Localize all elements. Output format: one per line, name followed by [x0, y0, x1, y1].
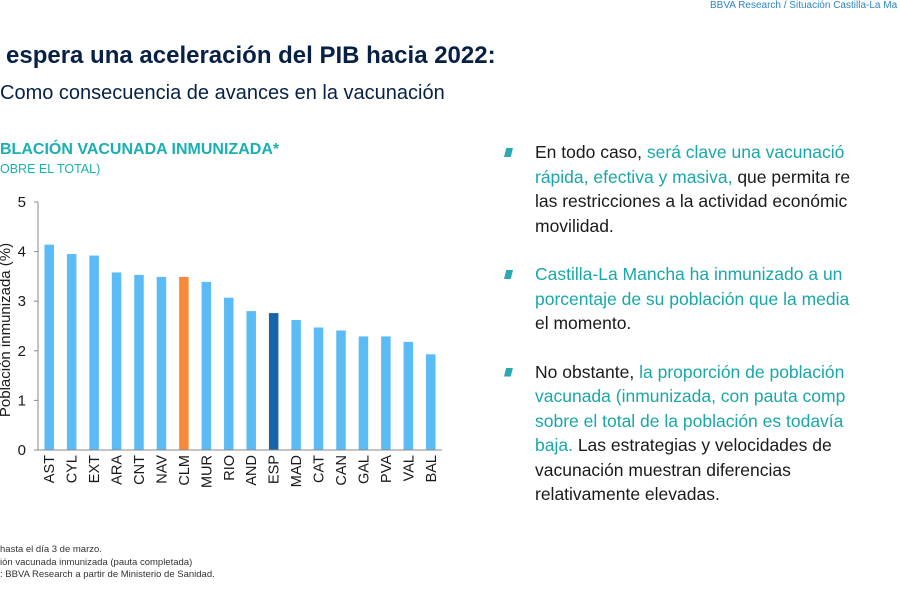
body-text: las restricciones a la actividad económi… [535, 191, 848, 211]
y-axis-label: Población inmunizada (%) [0, 243, 14, 417]
bullet-item: Castilla-La Mancha ha inmunizado a un por… [500, 262, 900, 336]
bar-can [336, 330, 346, 450]
highlighted-text: la proporción de población [639, 361, 845, 382]
highlighted-text: baja. [535, 435, 573, 455]
bullet-line: relativamente elevadas. [535, 482, 900, 507]
note-line: ión vacunada inmunizada (pauta completad… [0, 556, 193, 568]
bullet-line: el momento. [535, 311, 900, 336]
highlighted-text: rápida, efectiva y masiva, [535, 166, 733, 187]
highlighted-text: vacunada (inmunizada, con pauta comp [535, 386, 846, 406]
x-tick-label: ARA [110, 455, 126, 485]
chart-subtitle: OBRE EL TOTAL) [0, 162, 101, 176]
bar-chart: Población inmunizada (%) 0 1 2 3 4 5 AST CYL EX… [0, 194, 442, 488]
y-tick-label: 4 [18, 244, 26, 261]
x-tick-label: GAL [356, 455, 372, 484]
chart-notes: hasta el día 3 de marzo. ión vacunada in… [0, 544, 215, 582]
bar-ext [89, 255, 99, 450]
bullet-item: No obstante, la proporción de población v… [500, 360, 900, 507]
bullet-line: porcentaje de su población que la media [535, 287, 900, 312]
y-tick-label: 2 [18, 343, 26, 360]
bullet-marker-icon [504, 148, 513, 157]
bar-gal [358, 336, 369, 450]
bullet-line: Castilla-La Mancha ha inmunizado a un [535, 262, 900, 287]
bullet-line: las restricciones a la actividad económi… [535, 189, 900, 214]
bullet-list: En todo caso, será clave una vacunació rá… [500, 140, 900, 531]
bullet-line: movilidad. [535, 214, 900, 239]
body-text: Las estrategias y velocidades de [572, 435, 832, 455]
x-axis: AST CYL EXT ARA CNT NAV CLM MUR RIO AND ESP MAD CAT C… [38, 449, 442, 488]
x-tick-label: PVA [379, 455, 395, 483]
slide-subtitle: Como consecuencia de avances en la vacun… [0, 82, 445, 104]
bar-cat [313, 327, 324, 450]
chart-title: BLACIÓN VACUNADA INMUNIZADA* [0, 141, 280, 158]
x-tick-label: CYL [65, 455, 81, 483]
bar-mad [291, 320, 301, 450]
body-text: que permita re [732, 166, 851, 187]
bullet-line: rápida, efectiva y masiva, que permita r… [535, 165, 900, 190]
y-tick-label: 5 [18, 194, 26, 211]
x-tick-label: AST [42, 455, 58, 483]
highlighted-text: será clave una vacunació [646, 142, 845, 162]
x-tick-label: CNT [132, 455, 148, 485]
bullet-marker-icon [504, 367, 513, 377]
y-tick-label: 3 [18, 293, 26, 310]
bar-rio [224, 297, 234, 450]
bar-clm [179, 276, 189, 450]
bar-and [246, 311, 256, 450]
bar-ara [111, 272, 122, 450]
body-text: vacunación muestran diferencias [535, 459, 791, 480]
body-text: movilidad. [535, 215, 614, 236]
note-line: hasta el día 3 de marzo. [0, 544, 102, 555]
bullet-line: baja. Las estrategias y velocidades de [535, 433, 900, 458]
bar-esp [268, 313, 279, 450]
slide-title: espera una aceleración del PIB hacia 202… [6, 42, 496, 69]
bullet-item: En todo caso, será clave una vacunació rá… [500, 140, 900, 238]
x-tick-label: AND [244, 455, 260, 486]
x-tick-label: MAD [289, 455, 305, 487]
bullet-line: No obstante, la proporción de población [535, 360, 900, 385]
y-tick-label: 0 [18, 442, 26, 459]
body-text: relativamente elevadas. [535, 484, 720, 504]
note-source: : BBVA Research a partir de Ministerio d… [0, 569, 215, 580]
bullet-line: sobre el total de la población es todaví… [535, 409, 900, 434]
x-tick-label: VAL [401, 455, 417, 481]
x-tick-label: CLM [177, 455, 193, 486]
header-source: BBVA Research / Situación Castilla-La Ma [710, 0, 898, 11]
highlighted-text: porcentaje de su población que la media [535, 288, 850, 309]
x-tick-label: NAV [154, 455, 170, 484]
x-tick-label: RIO [222, 455, 238, 481]
bullet-line: En todo caso, será clave una vacunació [535, 140, 900, 165]
body-text: el momento. [535, 313, 632, 333]
x-tick-label: BAL [424, 455, 440, 482]
x-tick-label: EXT [87, 455, 103, 483]
highlighted-text: sobre el total de la población es todaví… [535, 410, 844, 431]
highlighted-text: Castilla-La Mancha ha inmunizado a un [535, 264, 843, 284]
x-tick-label: ESP [267, 455, 283, 484]
bullet-line: vacunada (inmunizada, con pauta comp [535, 384, 900, 409]
y-axis: 0 1 2 3 4 5 [18, 194, 39, 459]
bar-cyl [66, 254, 77, 450]
bars [44, 244, 436, 450]
x-tick-label: CAN [334, 455, 350, 486]
bar-cnt [134, 274, 144, 450]
bar-mur [201, 281, 212, 450]
bar-ast [44, 244, 54, 450]
bullet-marker-icon [504, 270, 513, 279]
body-text: En todo caso, [535, 142, 647, 162]
bar-val [403, 341, 414, 450]
bar-nav [156, 276, 167, 450]
x-tick-label: CAT [312, 455, 328, 483]
body-text: No obstante, [535, 361, 640, 382]
x-tick-label: MUR [199, 455, 215, 488]
bar-bal [426, 354, 436, 450]
bar-pva [381, 336, 391, 450]
y-tick-label: 1 [18, 392, 26, 409]
bullet-line: vacunación muestran diferencias [535, 458, 900, 483]
